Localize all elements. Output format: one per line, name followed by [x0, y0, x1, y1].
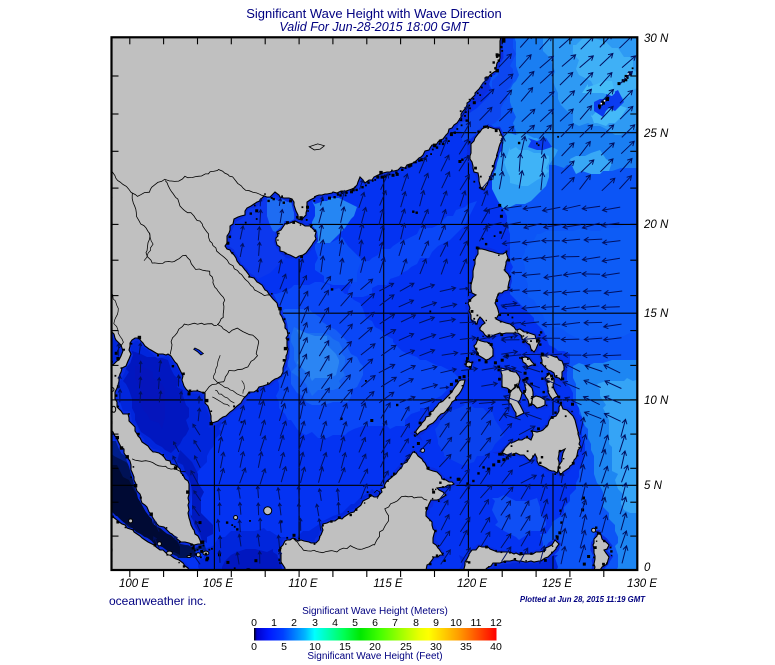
- svg-text:11: 11: [471, 617, 482, 629]
- svg-text:Plotted at Jun 28, 2015 11:19: Plotted at Jun 28, 2015 11:19 GMT: [520, 595, 646, 604]
- svg-text:4: 4: [332, 617, 338, 629]
- svg-text:5: 5: [352, 617, 358, 629]
- svg-text:6: 6: [372, 617, 378, 629]
- svg-text:130 E: 130 E: [627, 578, 657, 590]
- svg-text:Significant Wave Height with W: Significant Wave Height with Wave Direct…: [246, 6, 502, 21]
- svg-text:9: 9: [433, 617, 439, 629]
- svg-text:15 N: 15 N: [644, 308, 669, 320]
- svg-text:0: 0: [644, 562, 651, 574]
- svg-text:20: 20: [369, 641, 381, 653]
- svg-text:10: 10: [309, 641, 321, 653]
- svg-text:25: 25: [400, 641, 412, 653]
- svg-text:5 N: 5 N: [644, 480, 663, 492]
- svg-text:125 E: 125 E: [542, 578, 572, 590]
- svg-text:8: 8: [413, 617, 419, 629]
- svg-text:120 E: 120 E: [457, 578, 487, 590]
- svg-text:30 N: 30 N: [644, 33, 669, 45]
- svg-text:115 E: 115 E: [373, 578, 403, 590]
- svg-text:0: 0: [251, 617, 257, 629]
- svg-text:Significant Wave Height (Feet): Significant Wave Height (Feet): [307, 651, 442, 662]
- svg-text:3: 3: [312, 617, 318, 629]
- svg-text:12: 12: [490, 617, 502, 629]
- svg-text:30: 30: [430, 641, 442, 653]
- svg-text:1: 1: [271, 617, 277, 629]
- svg-text:7: 7: [392, 617, 398, 629]
- svg-text:25 N: 25 N: [643, 128, 669, 140]
- svg-text:2: 2: [291, 617, 297, 629]
- svg-text:Significant Wave Height (Meter: Significant Wave Height (Meters): [302, 606, 448, 617]
- svg-text:110 E: 110 E: [288, 578, 318, 590]
- svg-text:20 N: 20 N: [643, 219, 669, 231]
- svg-text:Valid For Jun-28-2015 18:00 GM: Valid For Jun-28-2015 18:00 GMT: [279, 20, 470, 34]
- svg-text:15: 15: [339, 641, 351, 653]
- svg-text:35: 35: [460, 641, 472, 653]
- svg-text:105 E: 105 E: [203, 578, 233, 590]
- svg-text:100 E: 100 E: [119, 578, 149, 590]
- svg-text:10 N: 10 N: [644, 395, 669, 407]
- svg-text:5: 5: [281, 641, 287, 653]
- svg-text:0: 0: [251, 641, 257, 653]
- svg-text:10: 10: [450, 617, 462, 629]
- svg-text:40: 40: [490, 641, 502, 653]
- svg-text:oceanweather inc.: oceanweather inc.: [109, 594, 206, 608]
